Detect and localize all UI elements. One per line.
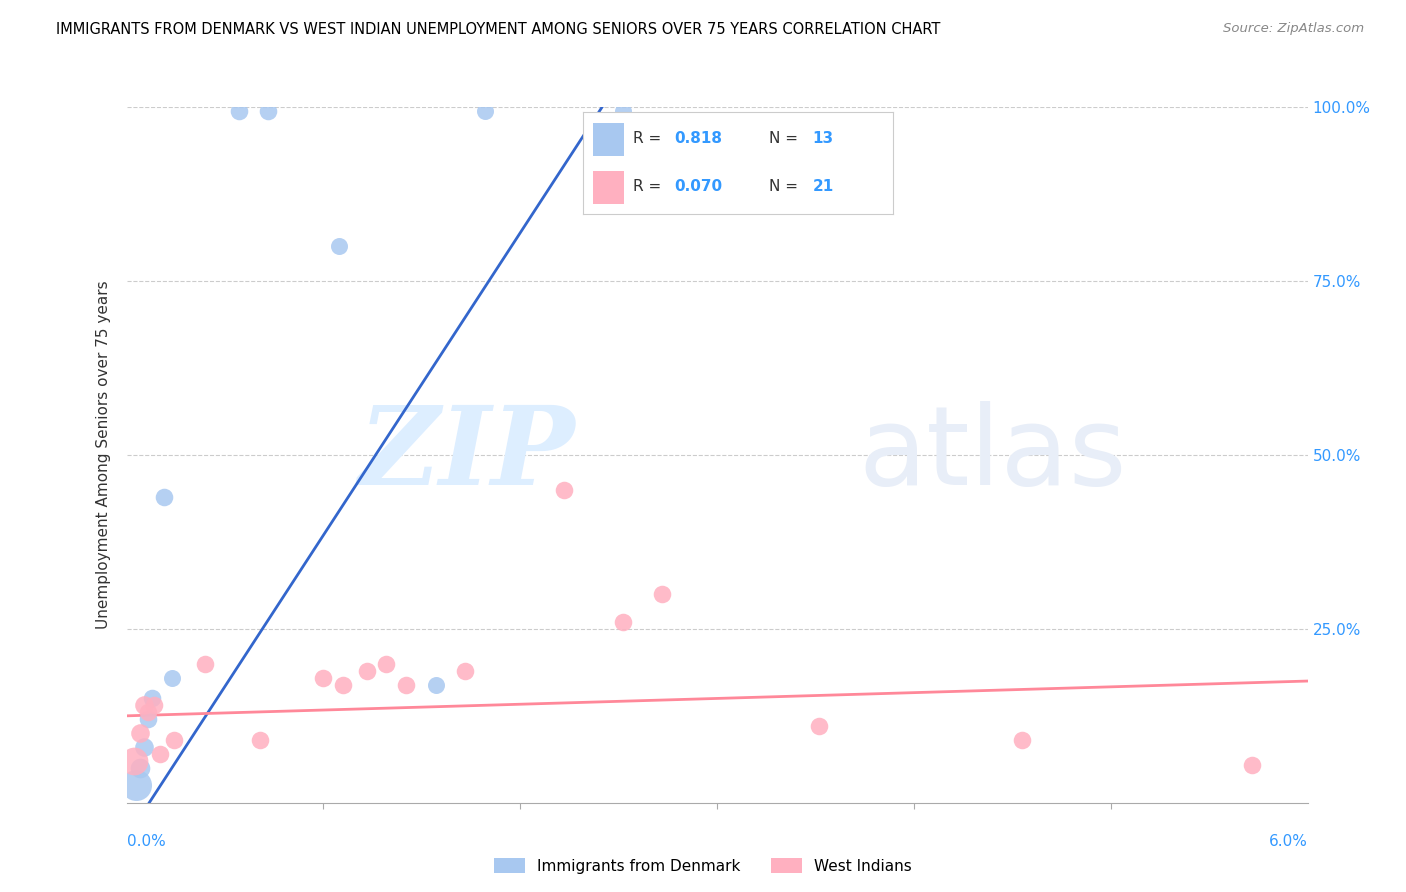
Text: 21: 21 xyxy=(813,179,834,194)
Point xyxy=(425,677,447,691)
FancyBboxPatch shape xyxy=(593,171,624,204)
Text: R =: R = xyxy=(633,179,661,194)
Point xyxy=(257,103,280,118)
Point xyxy=(125,778,148,792)
Text: 0.818: 0.818 xyxy=(675,130,723,145)
Point xyxy=(129,761,152,775)
Point xyxy=(474,103,496,118)
Point xyxy=(1241,757,1264,772)
Point xyxy=(129,726,152,740)
Text: N =: N = xyxy=(769,179,799,194)
Point xyxy=(454,664,477,678)
Text: IMMIGRANTS FROM DENMARK VS WEST INDIAN UNEMPLOYMENT AMONG SENIORS OVER 75 YEARS : IMMIGRANTS FROM DENMARK VS WEST INDIAN U… xyxy=(56,22,941,37)
Text: N =: N = xyxy=(769,130,799,145)
Point xyxy=(612,615,634,629)
Point xyxy=(249,733,271,747)
Text: R =: R = xyxy=(633,130,661,145)
Point xyxy=(228,103,250,118)
Point xyxy=(612,103,634,118)
Point xyxy=(553,483,575,497)
Y-axis label: Unemployment Among Seniors over 75 years: Unemployment Among Seniors over 75 years xyxy=(96,281,111,629)
Point xyxy=(356,664,378,678)
Point xyxy=(194,657,217,671)
Point xyxy=(136,706,159,720)
Point xyxy=(332,677,354,691)
Point xyxy=(149,747,172,761)
Text: 0.070: 0.070 xyxy=(675,179,723,194)
Text: ZIP: ZIP xyxy=(359,401,575,508)
Point xyxy=(143,698,166,713)
Text: atlas: atlas xyxy=(859,401,1128,508)
Point xyxy=(163,733,186,747)
Point xyxy=(395,677,418,691)
Point xyxy=(1011,733,1033,747)
Text: 6.0%: 6.0% xyxy=(1268,834,1308,849)
Text: 0.0%: 0.0% xyxy=(127,834,166,849)
Point xyxy=(328,239,350,253)
Point xyxy=(153,490,176,504)
Point xyxy=(651,587,673,601)
Text: Source: ZipAtlas.com: Source: ZipAtlas.com xyxy=(1223,22,1364,36)
Point xyxy=(141,691,163,706)
Legend: Immigrants from Denmark, West Indians: Immigrants from Denmark, West Indians xyxy=(488,852,918,880)
Point xyxy=(312,671,335,685)
Point xyxy=(124,754,146,768)
Point xyxy=(136,712,159,726)
Point xyxy=(134,698,156,713)
Text: 13: 13 xyxy=(813,130,834,145)
Point xyxy=(160,671,183,685)
FancyBboxPatch shape xyxy=(593,123,624,155)
Point xyxy=(375,657,398,671)
Point xyxy=(808,719,831,733)
Point xyxy=(134,740,156,755)
